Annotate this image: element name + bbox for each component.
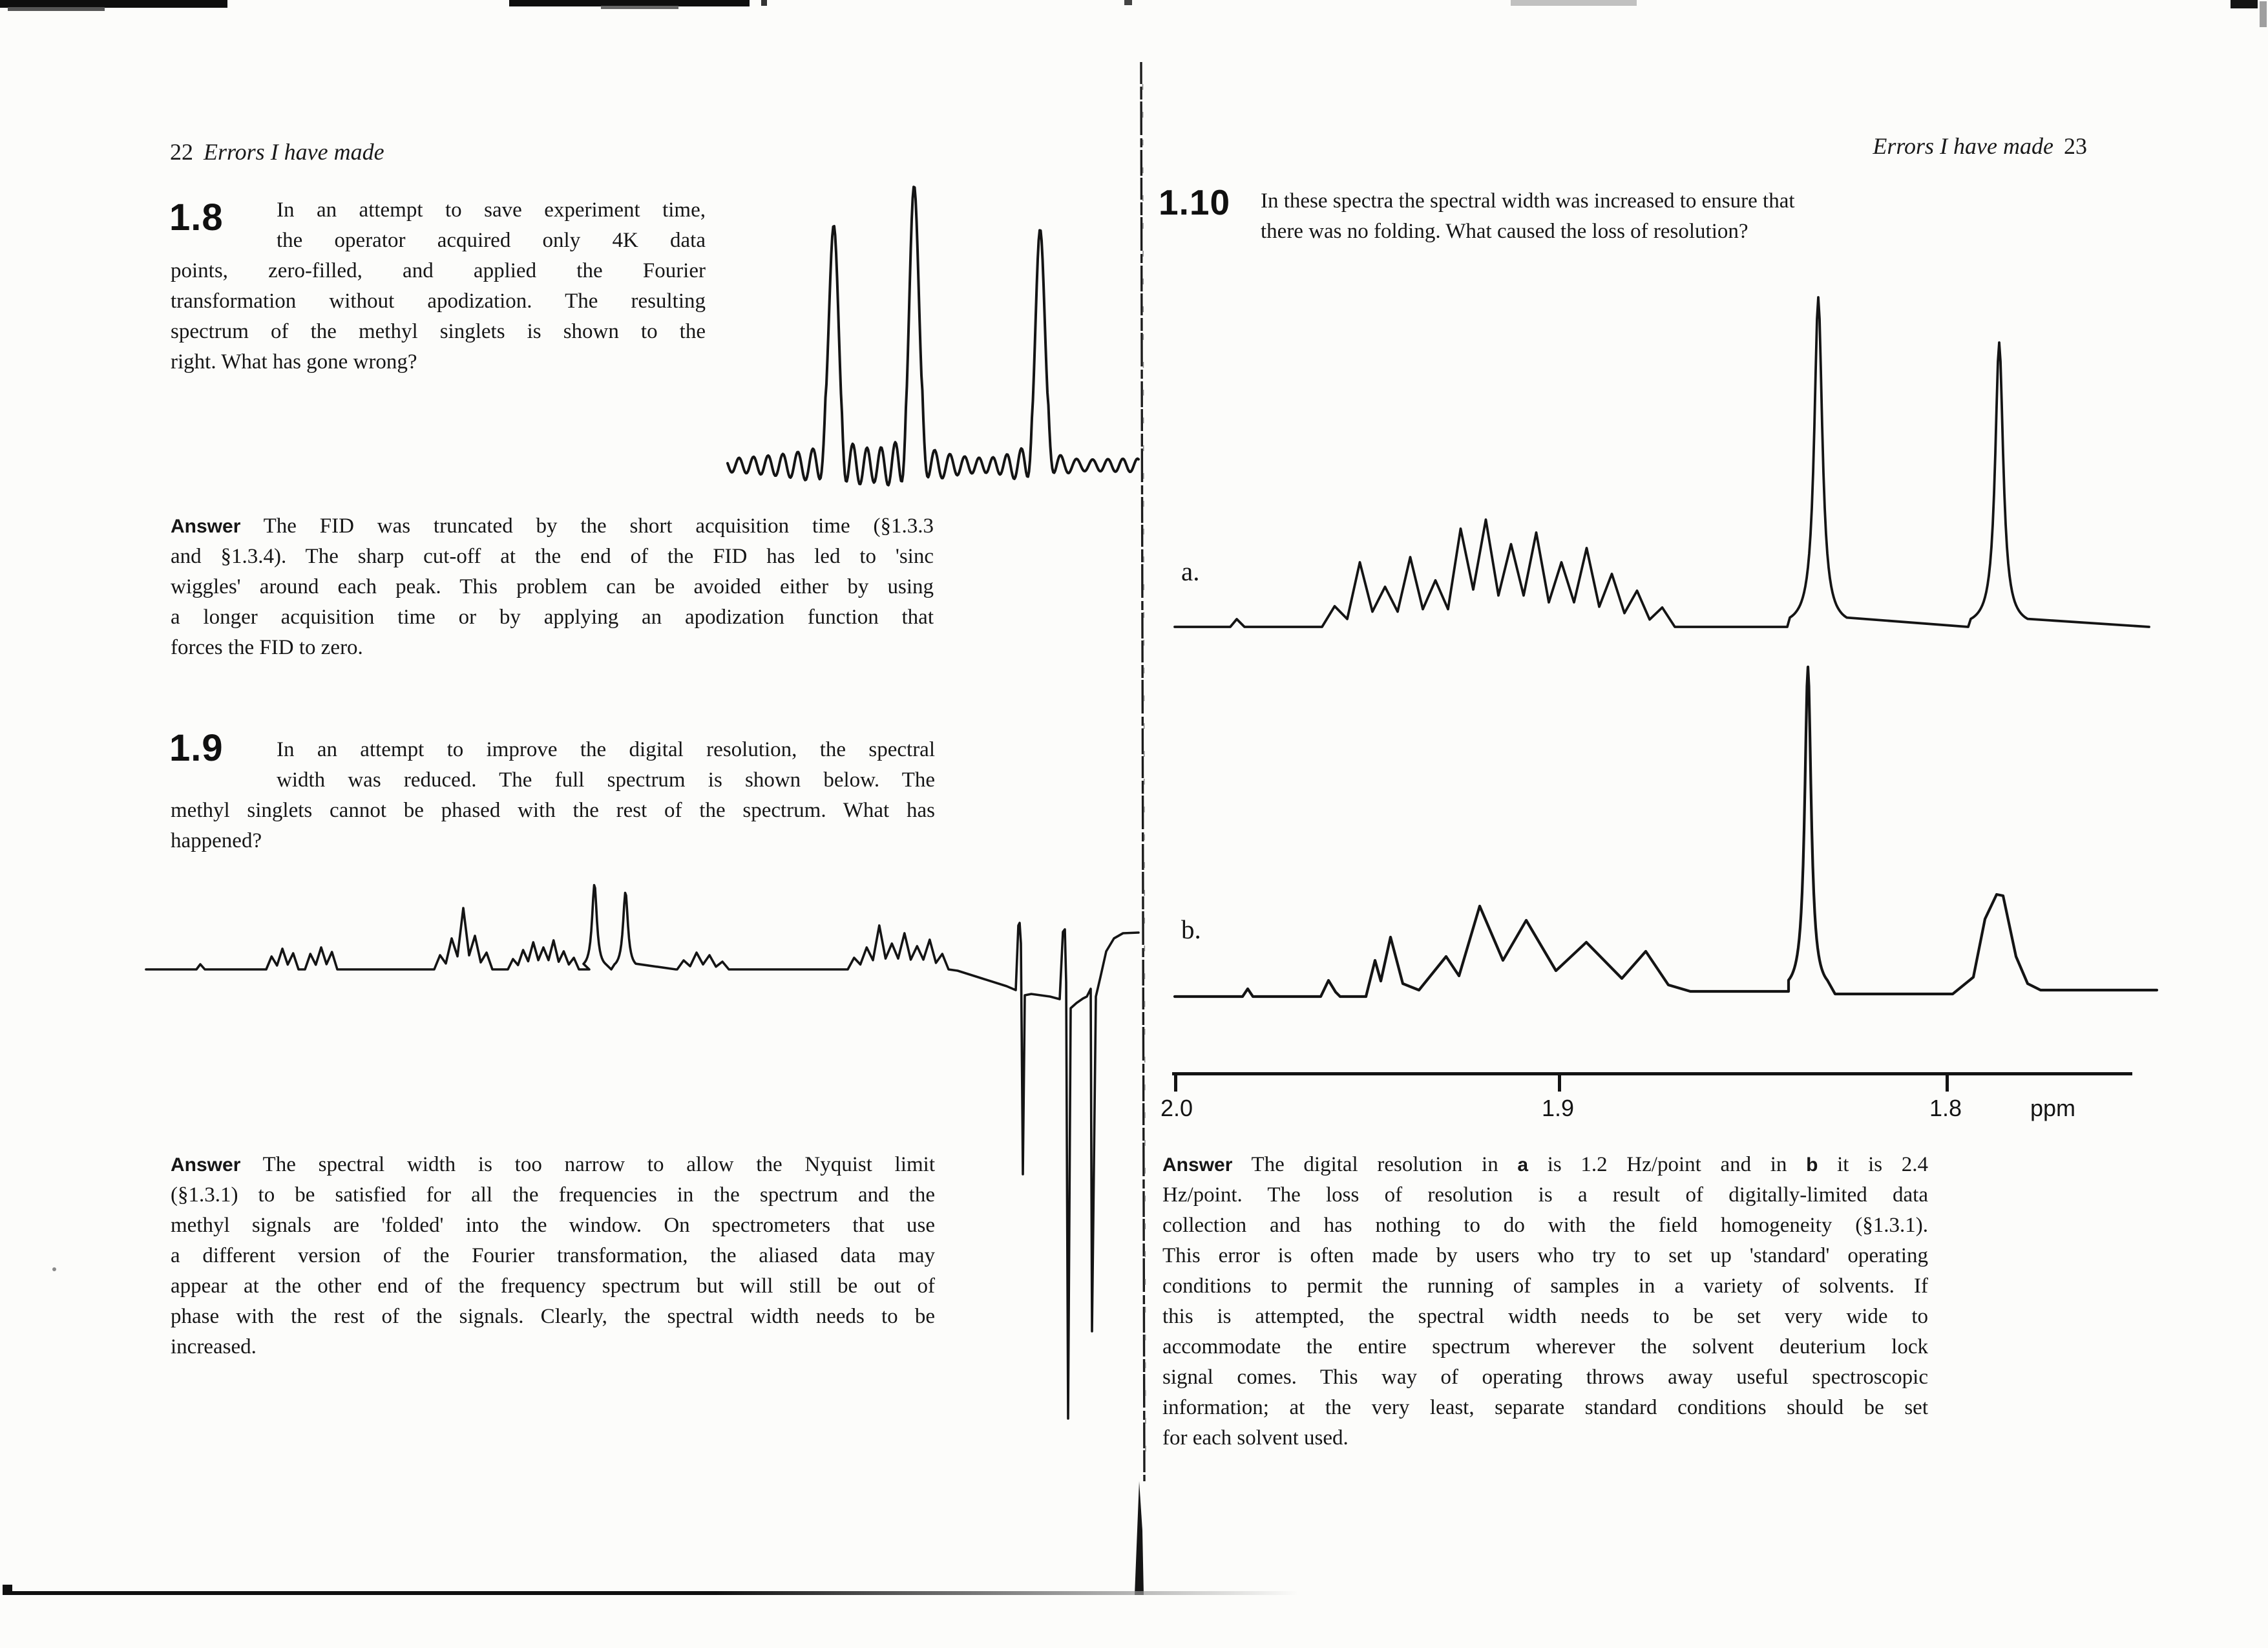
right-page-header: Errors I have made 23 — [1635, 132, 2087, 160]
ppm-axis-tick-2-0 — [1174, 1072, 1177, 1092]
top-edge-smudge-3 — [1511, 0, 1637, 6]
question-1-8-text: points, zero-filled, and applied the Fou… — [171, 259, 706, 374]
spectrum-b — [1173, 665, 2159, 998]
top-edge-mark-1 — [761, 0, 767, 6]
spectrum-b-trace — [1173, 665, 2159, 998]
top-edge-mark-2 — [1124, 0, 1132, 5]
ppm-axis-unit-label: ppm — [2030, 1095, 2076, 1121]
spectrum-1-9-folded-peaks — [145, 883, 1140, 1420]
gutter-shadow-line — [3, 1591, 1299, 1595]
spectrum-b-label: b. — [1181, 914, 1201, 944]
spectrum-1-9-trace — [145, 883, 1140, 1420]
ppm-axis-label-1-8: 1.8 — [1929, 1095, 1962, 1121]
question-1-10-text: In these spectra the spectral width was … — [1261, 189, 1795, 243]
ppm-axis-label-1-9: 1.9 — [1542, 1095, 1575, 1121]
left-page-running-title: Errors I have made — [204, 139, 384, 165]
answer-1-8-text: Answer The FID was truncated by the shor… — [171, 514, 934, 659]
answer-1-9-text: Answer The spectral width is too narrow … — [171, 1153, 935, 1358]
spectrum-a-trace — [1173, 296, 2150, 628]
answer-1-10-text: Answer The digital resolution in a is 1.… — [1162, 1153, 1929, 1450]
spectrum-1-8-sinc-wiggles — [726, 185, 1140, 487]
spectrum-a — [1173, 296, 2150, 628]
top-edge-smudge-1b — [8, 7, 105, 11]
top-edge-smudge-2 — [509, 0, 750, 6]
right-edge-mark — [2260, 1, 2267, 27]
ppm-axis-tick-1-8 — [1946, 1072, 1949, 1092]
gutter-ink-blob — [1135, 1481, 1144, 1595]
spectrum-a-label: a. — [1181, 556, 1200, 586]
left-page-number: 22 — [170, 139, 193, 165]
question-1-10-number: 1.10 — [1159, 182, 1231, 222]
question-1-9-number: 1.9 — [169, 727, 224, 769]
question-1-8-number: 1.8 — [169, 196, 224, 238]
ppm-axis-label-2-0: 2.0 — [1160, 1095, 1193, 1121]
right-page-running-title: Errors I have made — [1873, 133, 2053, 159]
question-1-8-text-indented: In an attempt to save experiment time, th… — [277, 198, 706, 252]
gutter-shadow-left-hook — [3, 1585, 12, 1595]
left-page-header: 22 Errors I have made — [170, 138, 384, 165]
top-edge-smudge-1 — [0, 0, 227, 8]
question-1-9-text-indented: In an attempt to improve the digital res… — [277, 738, 935, 792]
top-edge-smudge-4 — [2231, 0, 2258, 8]
top-edge-smudge-2b — [601, 6, 678, 9]
right-page-number: 23 — [2064, 133, 2087, 159]
ppm-axis-line — [1172, 1072, 2132, 1075]
spectrum-1-8-trace — [726, 185, 1140, 487]
question-1-9-text: methyl singlets cannot be phased with th… — [171, 799, 935, 852]
ppm-axis-tick-1-9 — [1558, 1072, 1561, 1092]
paper-speck — [52, 1267, 56, 1271]
